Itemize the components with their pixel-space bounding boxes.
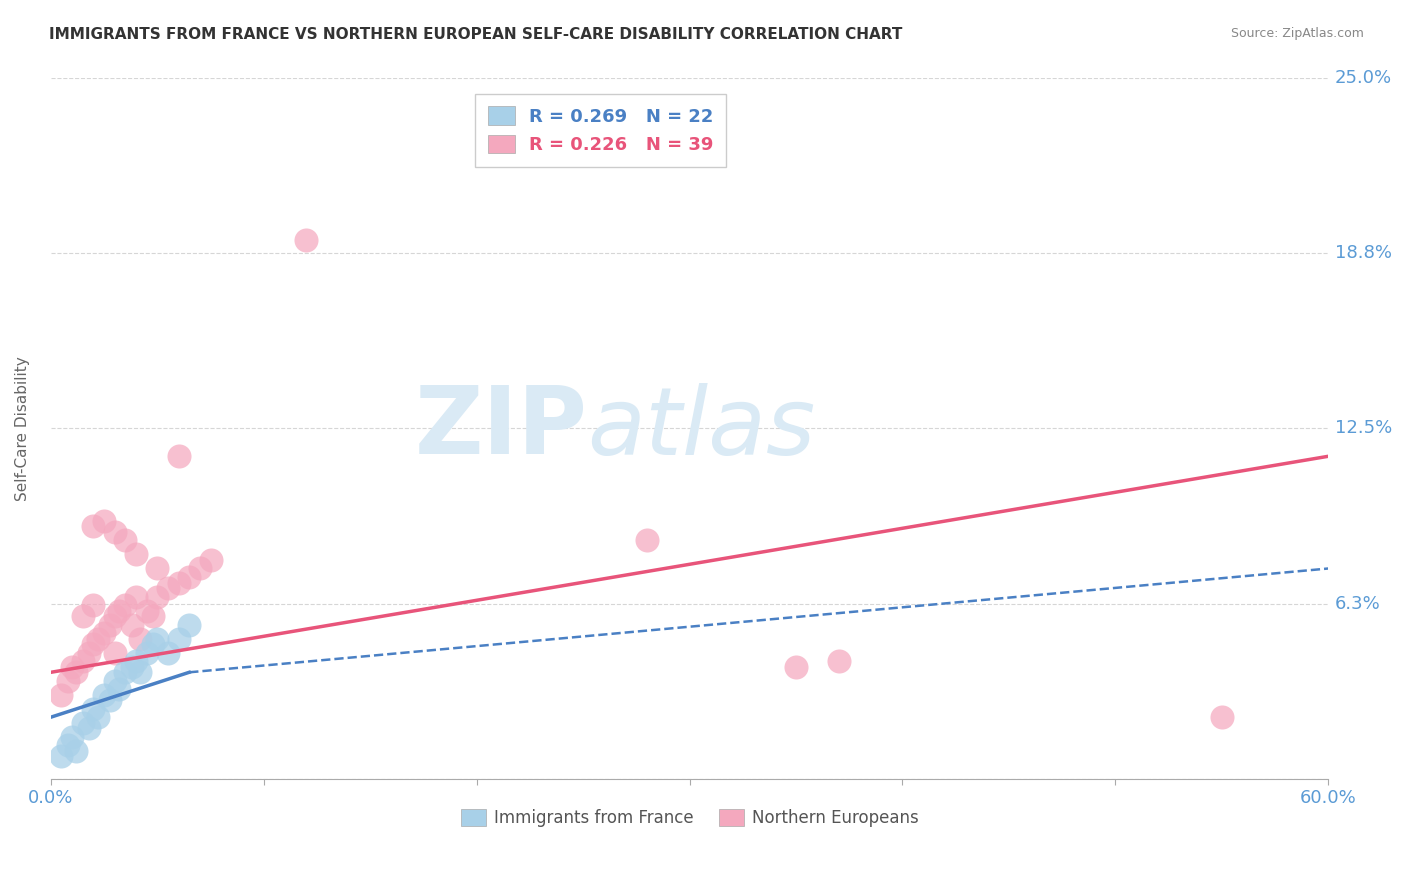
Point — [146, 632, 169, 646]
Point — [785, 659, 807, 673]
Point — [125, 654, 148, 668]
Point — [77, 722, 100, 736]
Point — [125, 590, 148, 604]
Point — [56, 673, 79, 688]
Point — [65, 665, 87, 680]
Text: atlas: atlas — [588, 383, 815, 474]
Point — [93, 514, 115, 528]
Text: Source: ZipAtlas.com: Source: ZipAtlas.com — [1230, 27, 1364, 40]
Point — [104, 524, 127, 539]
Point — [104, 673, 127, 688]
Point — [72, 654, 94, 668]
Point — [86, 710, 108, 724]
Point — [60, 659, 83, 673]
Point — [121, 617, 143, 632]
Point — [65, 744, 87, 758]
Point — [179, 570, 201, 584]
Point — [200, 553, 222, 567]
Text: IMMIGRANTS FROM FRANCE VS NORTHERN EUROPEAN SELF-CARE DISABILITY CORRELATION CHA: IMMIGRANTS FROM FRANCE VS NORTHERN EUROP… — [49, 27, 903, 42]
Point — [60, 730, 83, 744]
Point — [86, 632, 108, 646]
Point — [135, 604, 157, 618]
Point — [100, 617, 122, 632]
Point — [156, 581, 179, 595]
Point — [156, 646, 179, 660]
Text: 6.3%: 6.3% — [1334, 595, 1381, 613]
Point — [108, 604, 131, 618]
Point — [72, 609, 94, 624]
Point — [114, 665, 136, 680]
Point — [179, 617, 201, 632]
Point — [104, 609, 127, 624]
Point — [104, 646, 127, 660]
Point — [51, 749, 73, 764]
Point — [82, 519, 104, 533]
Point — [146, 590, 169, 604]
Point — [142, 637, 165, 651]
Point — [93, 626, 115, 640]
Point — [56, 738, 79, 752]
Text: 18.8%: 18.8% — [1334, 244, 1392, 262]
Point — [142, 609, 165, 624]
Point — [72, 715, 94, 730]
Point — [77, 646, 100, 660]
Point — [82, 598, 104, 612]
Point — [167, 575, 190, 590]
Point — [129, 632, 152, 646]
Point — [93, 688, 115, 702]
Point — [129, 665, 152, 680]
Point — [100, 693, 122, 707]
Text: ZIP: ZIP — [415, 382, 588, 475]
Point — [82, 637, 104, 651]
Point — [167, 450, 190, 464]
Point — [114, 598, 136, 612]
Legend: Immigrants from France, Northern Europeans: Immigrants from France, Northern Europea… — [454, 802, 925, 834]
Point — [188, 561, 211, 575]
Point — [108, 682, 131, 697]
Point — [146, 561, 169, 575]
Y-axis label: Self-Care Disability: Self-Care Disability — [15, 356, 30, 500]
Point — [121, 659, 143, 673]
Point — [295, 233, 318, 247]
Point — [135, 646, 157, 660]
Text: 25.0%: 25.0% — [1334, 69, 1392, 87]
Point — [1211, 710, 1233, 724]
Point — [125, 548, 148, 562]
Point — [114, 533, 136, 548]
Text: 12.5%: 12.5% — [1334, 419, 1392, 437]
Point — [82, 702, 104, 716]
Point — [636, 533, 658, 548]
Point — [167, 632, 190, 646]
Point — [51, 688, 73, 702]
Point — [827, 654, 849, 668]
